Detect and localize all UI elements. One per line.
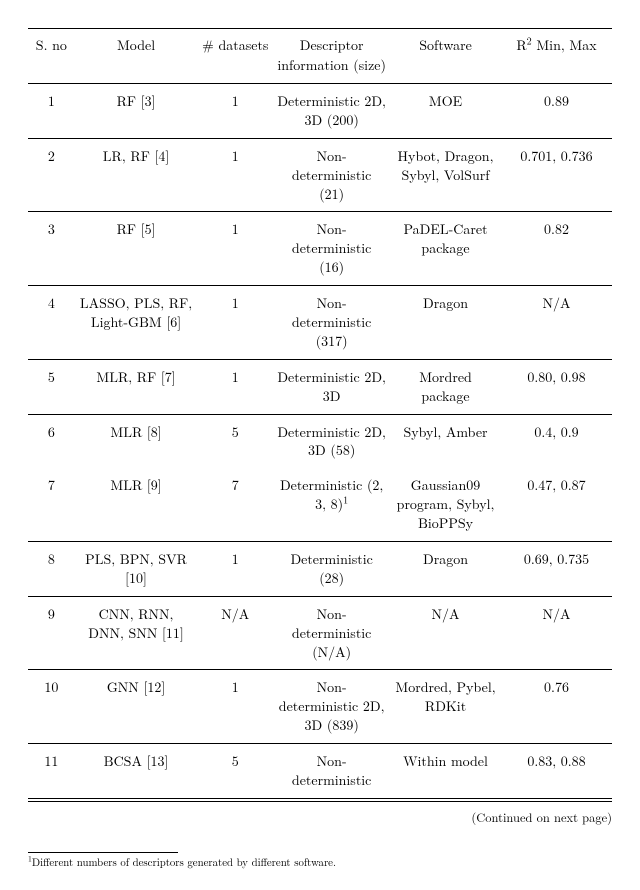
cell-r2: 0.82 (501, 212, 612, 286)
table-row: 7MLR [9]7Deterministic (2, 3, 8)1Gaussia… (28, 468, 612, 541)
cell-descriptor: Deterministic 2D, 3D (58) (273, 414, 390, 468)
table-row: 11BCSA [13]5Non-deterministicWithin mode… (28, 744, 612, 799)
cell-datasets: 1 (197, 542, 273, 597)
cell-datasets: 1 (197, 212, 273, 286)
cell-sno: 7 (28, 468, 75, 541)
cell-datasets: 5 (197, 744, 273, 799)
cell-datasets: N/A (197, 596, 273, 670)
cell-r2: 0.80, 0.98 (501, 359, 612, 414)
cell-model: PLS, BPN, SVR [10] (75, 542, 198, 597)
models-table: S. noModel# datasetsDescriptor informati… (28, 28, 612, 802)
cell-software: PaDEL-Caret package (390, 212, 501, 286)
cell-software: Mordred package (390, 359, 501, 414)
cell-sno: 3 (28, 212, 75, 286)
cell-r2: N/A (501, 286, 612, 360)
cell-descriptor: Deterministic (2, 3, 8)1 (273, 468, 390, 541)
table-row: 3RF [5]1Non-deterministic (16)PaDEL-Care… (28, 212, 612, 286)
continued-note: (Continued on next page) (28, 808, 612, 826)
cell-software: Within model (390, 744, 501, 799)
cell-model: MLR [8] (75, 414, 198, 468)
table-row: 6MLR [8]5Deterministic 2D, 3D (58)Sybyl,… (28, 414, 612, 468)
col-header: S. no (28, 29, 75, 84)
col-header: R2 Min, Max (501, 29, 612, 84)
cell-sno: 4 (28, 286, 75, 360)
cell-sno: 5 (28, 359, 75, 414)
cell-model: MLR, RF [7] (75, 359, 198, 414)
cell-r2: 0.76 (501, 670, 612, 744)
cell-r2: 0.47, 0.87 (501, 468, 612, 541)
cell-sno: 2 (28, 138, 75, 212)
cell-model: BCSA [13] (75, 744, 198, 799)
cell-r2: 0.69, 0.735 (501, 542, 612, 597)
table-row: 10GNN [12]1Non-deterministic 2D, 3D (839… (28, 670, 612, 744)
cell-datasets: 1 (197, 359, 273, 414)
col-header: # datasets (197, 29, 273, 84)
cell-software: Hybot, Dragon, Sybyl, VolSurf (390, 138, 501, 212)
col-header: Model (75, 29, 198, 84)
table-row: 1RF [3]1Deterministic 2D, 3D (200)MOE0.8… (28, 84, 612, 139)
cell-model: MLR [9] (75, 468, 198, 541)
cell-descriptor: Non-deterministic (16) (273, 212, 390, 286)
cell-software: Sybyl, Amber (390, 414, 501, 468)
cell-sno: 11 (28, 744, 75, 799)
table-row: 2LR, RF [4]1Non-deterministic (21)Hybot,… (28, 138, 612, 212)
cell-descriptor: Non-deterministic (317) (273, 286, 390, 360)
cell-model: CNN, RNN, DNN, SNN [11] (75, 596, 198, 670)
cell-sno: 8 (28, 542, 75, 597)
cell-descriptor: Deterministic 2D, 3D (273, 359, 390, 414)
cell-r2: 0.4, 0.9 (501, 414, 612, 468)
cell-software: Dragon (390, 286, 501, 360)
cell-sno: 6 (28, 414, 75, 468)
cell-r2: 0.83, 0.88 (501, 744, 612, 799)
cell-descriptor: Non-deterministic (273, 744, 390, 799)
cell-datasets: 1 (197, 670, 273, 744)
cell-r2: N/A (501, 596, 612, 670)
cell-descriptor: Non-deterministic (21) (273, 138, 390, 212)
col-header: Software (390, 29, 501, 84)
cell-model: LASSO, PLS, RF, Light-GBM [6] (75, 286, 198, 360)
cell-software: N/A (390, 596, 501, 670)
cell-datasets: 1 (197, 286, 273, 360)
cell-sno: 1 (28, 84, 75, 139)
footnote: 1Different numbers of descriptors genera… (28, 856, 612, 870)
table-row: 4LASSO, PLS, RF, Light-GBM [6]1Non-deter… (28, 286, 612, 360)
cell-r2: 0.89 (501, 84, 612, 139)
cell-model: RF [5] (75, 212, 198, 286)
cell-descriptor: Deterministic 2D, 3D (200) (273, 84, 390, 139)
cell-model: LR, RF [4] (75, 138, 198, 212)
cell-software: Gaussian09 program, Sybyl, BioPPSy (390, 468, 501, 541)
cell-sno: 10 (28, 670, 75, 744)
footnote-text: Different numbers of descriptors generat… (32, 855, 336, 870)
cell-software: Mordred, Pybel, RDKit (390, 670, 501, 744)
cell-datasets: 5 (197, 414, 273, 468)
cell-sno: 9 (28, 596, 75, 670)
cell-r2: 0.701, 0.736 (501, 138, 612, 212)
table-row: 9CNN, RNN, DNN, SNN [11]N/ANon-determini… (28, 596, 612, 670)
cell-descriptor: Non-deterministic (N/A) (273, 596, 390, 670)
table-row: 5MLR, RF [7]1Deterministic 2D, 3DMordred… (28, 359, 612, 414)
cell-software: MOE (390, 84, 501, 139)
cell-descriptor: Deterministic (28) (273, 542, 390, 597)
col-header: Descriptor information (size) (273, 29, 390, 84)
footnote-rule (28, 852, 178, 853)
cell-model: GNN [12] (75, 670, 198, 744)
table-header-row: S. noModel# datasetsDescriptor informati… (28, 29, 612, 84)
cell-datasets: 1 (197, 84, 273, 139)
table-row: 8PLS, BPN, SVR [10]1Deterministic (28)Dr… (28, 542, 612, 597)
cell-datasets: 7 (197, 468, 273, 541)
cell-descriptor: Non-deterministic 2D, 3D (839) (273, 670, 390, 744)
cell-model: RF [3] (75, 84, 198, 139)
cell-datasets: 1 (197, 138, 273, 212)
cell-software: Dragon (390, 542, 501, 597)
